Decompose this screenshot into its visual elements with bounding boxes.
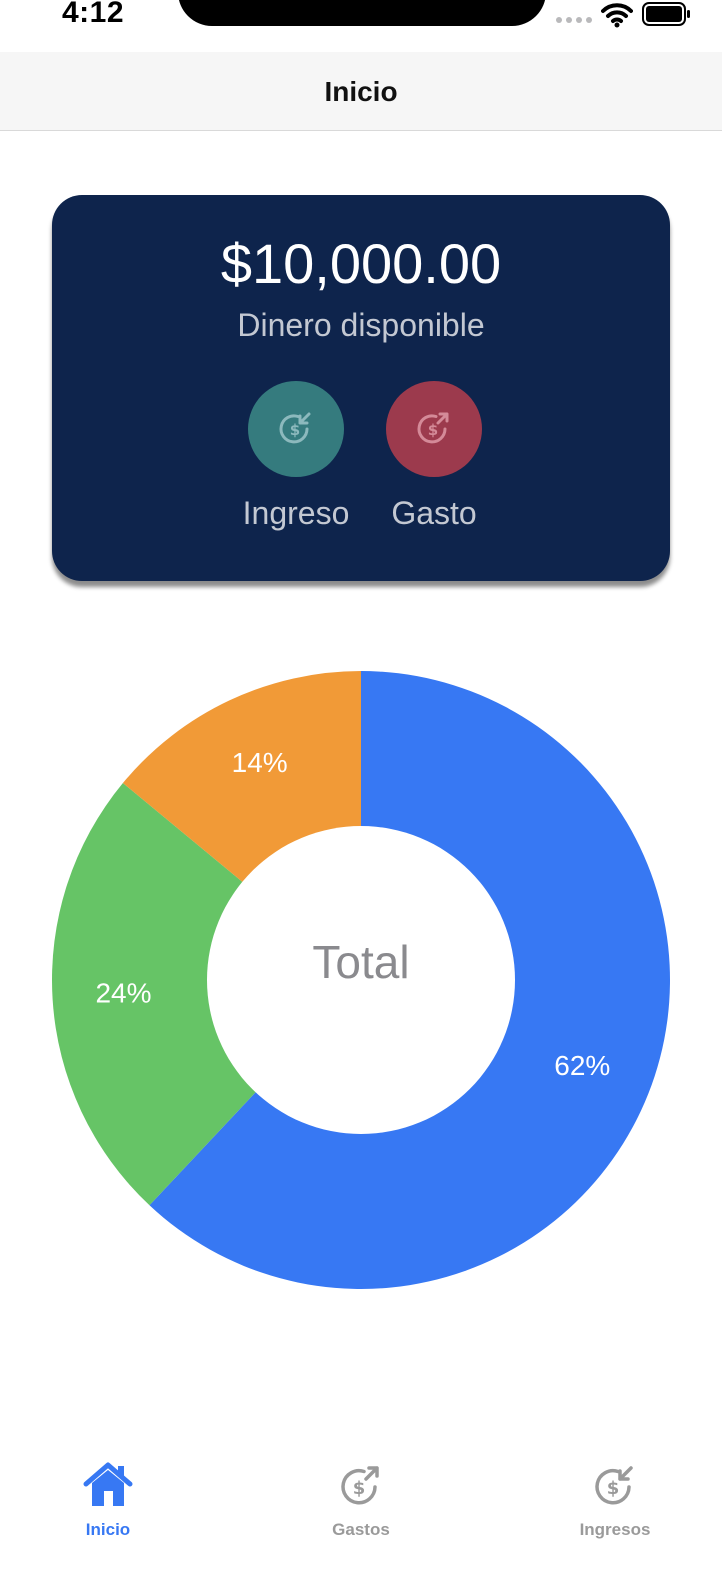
cellular-signal-icon	[556, 17, 592, 23]
tab-ingresos[interactable]: $ Ingresos	[535, 1460, 695, 1550]
pie-slice-2	[52, 783, 361, 1206]
navigation-bar: Inicio	[0, 52, 722, 131]
chart-center-label: Total	[312, 936, 409, 988]
wifi-icon	[601, 3, 633, 28]
status-time: 4:12	[62, 0, 125, 29]
tab-ingresos-label: Ingresos	[579, 1520, 651, 1539]
svg-text:$: $	[290, 421, 300, 439]
slice-label-2: 24%	[95, 977, 151, 1008]
svg-text:$: $	[428, 421, 438, 439]
device-notch	[178, 0, 546, 26]
expense-button-label: Gasto	[391, 495, 477, 531]
income-dollar-icon: $	[279, 412, 311, 444]
page-title: Inicio	[324, 76, 398, 107]
status-bar: 4:12	[0, 0, 722, 52]
balance-label: Dinero disponible	[237, 307, 485, 343]
svg-text:$: $	[353, 1478, 366, 1499]
income-dollar-icon: $	[595, 1466, 633, 1505]
donut-hole	[207, 826, 515, 1134]
add-expense-button[interactable]: $	[386, 381, 482, 477]
balance-card: $10,000.00 Dinero disponible $ $ Ingreso…	[52, 195, 670, 581]
donut-chart: Total 62% 24% 14%	[52, 671, 670, 1289]
tab-inicio-label: Inicio	[85, 1520, 131, 1539]
tab-inicio[interactable]: Inicio	[28, 1460, 188, 1550]
add-income-button[interactable]: $	[248, 381, 344, 477]
svg-text:$: $	[607, 1478, 620, 1499]
home-icon	[83, 1462, 133, 1506]
expense-dollar-icon: $	[341, 1466, 379, 1505]
tab-gastos[interactable]: $ Gastos	[281, 1460, 441, 1550]
balance-amount: $10,000.00	[220, 232, 502, 295]
tab-gastos-label: Gastos	[332, 1520, 390, 1539]
tab-bar: Inicio $ Gastos $ Ingresos	[0, 1440, 722, 1580]
donut-chart-svg: Total 62% 24% 14%	[52, 671, 670, 1289]
expense-dollar-icon: $	[417, 412, 449, 444]
slice-label-3: 14%	[232, 747, 288, 778]
slice-label-1: 62%	[554, 1050, 610, 1081]
battery-icon	[642, 2, 690, 26]
income-button-label: Ingreso	[242, 495, 350, 531]
